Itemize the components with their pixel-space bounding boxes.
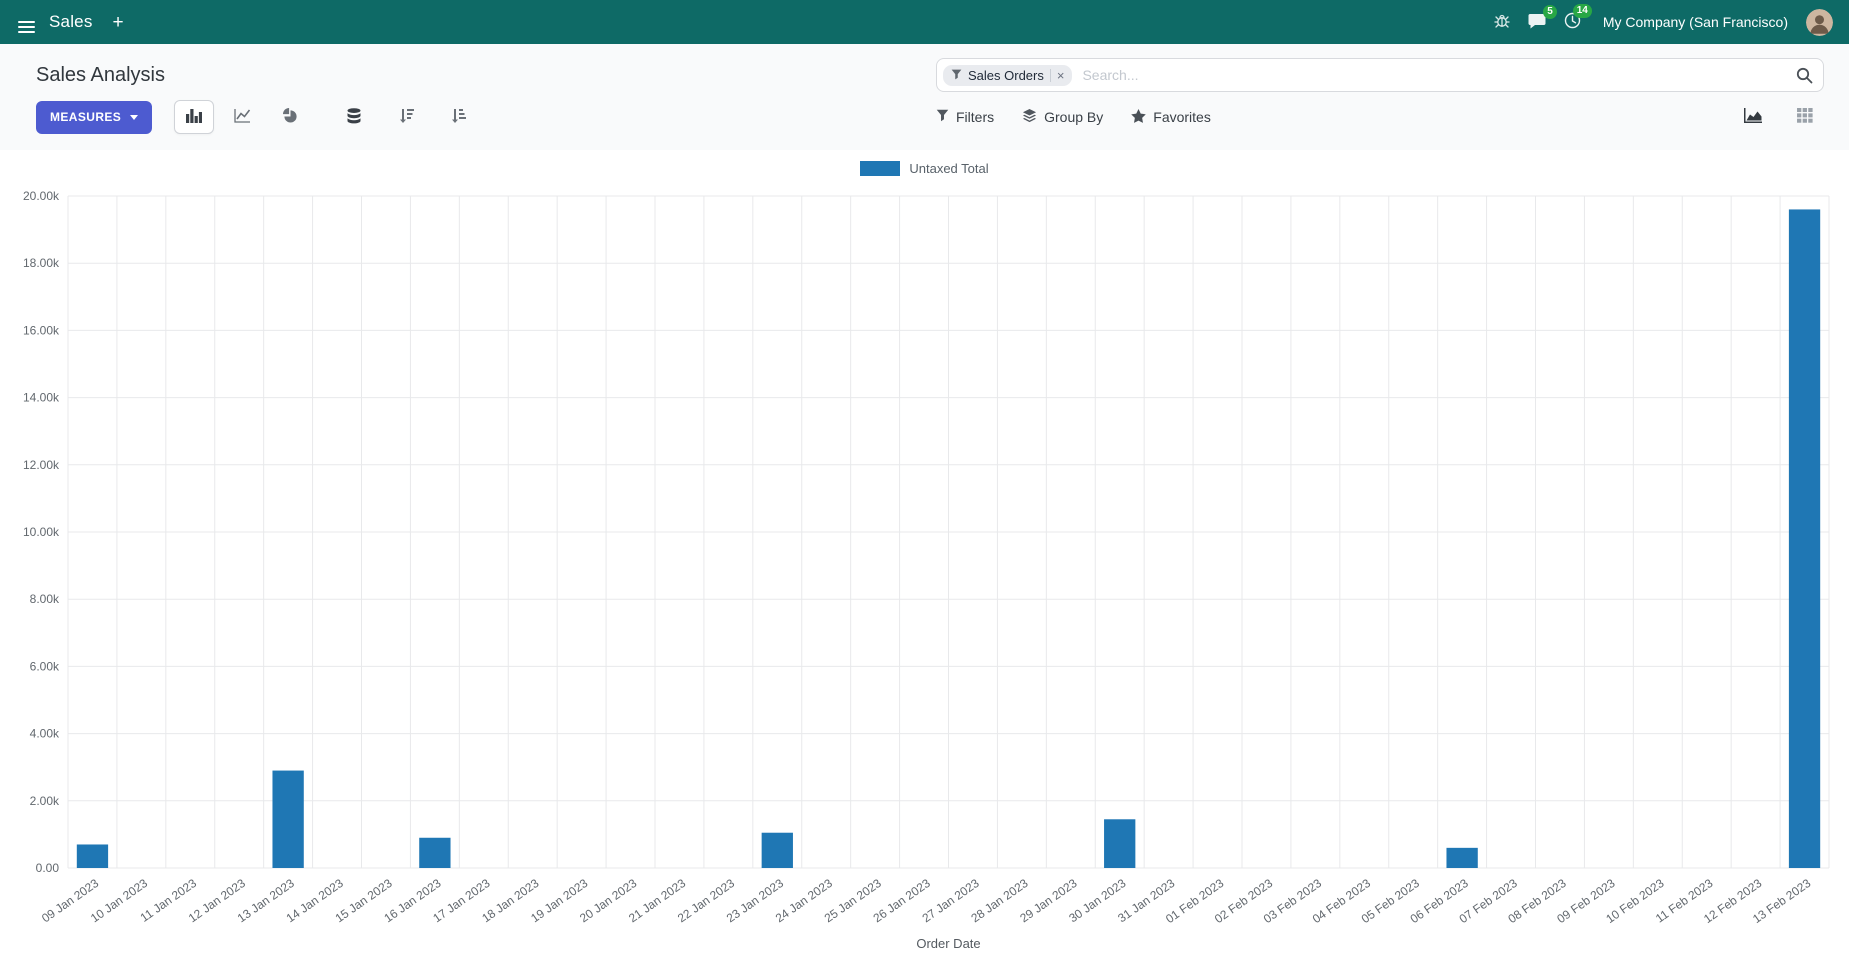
chart-type-switcher [174,100,310,134]
chart-options-group [334,100,478,134]
y-tick-label: 2.00k [30,794,60,808]
apps-menu-button[interactable] [18,11,35,33]
page-title: Sales Analysis [36,63,165,86]
measures-label: MEASURES [50,110,122,124]
filters-button[interactable]: Filters [936,109,994,125]
chart-bar[interactable] [76,844,109,868]
y-tick-label: 16.00k [23,323,60,337]
y-tick-label: 20.00k [23,189,60,203]
y-tick-label: 4.00k [30,727,60,741]
pie-chart-view-button[interactable] [270,100,310,134]
bug-icon [1494,13,1510,32]
search-input[interactable] [1080,66,1788,84]
chart-bar[interactable] [1446,847,1478,868]
y-tick-label: 0.00 [36,861,60,875]
line-chart-view-button[interactable] [222,100,262,134]
chart-area: Untaxed Total 0.00 2.00k 4.00k 6.00k 8.00k 10… [0,150,1849,958]
sort-desc-button[interactable] [386,100,426,134]
y-tick-label: 10.00k [23,525,60,539]
plus-icon[interactable]: + [112,11,124,33]
facet-divider [1049,68,1051,82]
search-facet-label: Sales Orders [968,67,1044,83]
sort-asc-button[interactable] [438,100,478,134]
search-options-row: Filters Group By [936,100,1824,134]
search-option-buttons: Filters Group By [936,108,1211,126]
navbar-systray: 5 14 My Company (San Francisco) [1494,4,1833,36]
search-facet[interactable]: Sales Orders × [943,64,1073,86]
activities-badge: 14 [1572,4,1592,18]
facet-remove-icon[interactable]: × [1056,67,1065,83]
area-chart-icon [1744,108,1762,126]
pie-chart-icon [282,108,298,126]
top-navbar: Sales + 5 [0,0,1849,44]
y-tick-label: 8.00k [30,592,60,606]
clock-icon [1564,12,1581,32]
breadcrumb-row: Sales Analysis Sales Orders × [0,44,1849,96]
user-avatar[interactable] [1806,8,1833,36]
chart-bar[interactable] [272,770,304,868]
caret-down-icon [130,114,139,120]
pivot-grid-icon [1797,108,1813,126]
group-by-button[interactable]: Group By [1022,108,1103,126]
view-switcher [1734,100,1824,134]
pivot-view-button[interactable] [1786,100,1824,134]
bar-chart-view-button[interactable] [174,100,215,134]
stacked-toggle-button[interactable] [334,100,374,134]
toolbar-row: MEASURES [0,96,1849,150]
sort-descending-icon [398,108,415,126]
person-icon [1806,8,1833,36]
layers-icon [1022,108,1037,126]
bar-chart: 0.00 2.00k 4.00k 6.00k 8.00k 10.00k 12.00k 14.0… [23,189,1830,951]
filters-label: Filters [956,109,995,125]
legend-label: Untaxed Total [909,160,989,176]
chart-legend[interactable]: Untaxed Total [0,154,1849,182]
group-by-label: Group By [1044,109,1104,125]
search-bar[interactable]: Sales Orders × [936,58,1824,92]
chat-icon [1528,13,1546,32]
filter-icon [936,109,949,125]
hamburger-icon [18,21,35,33]
app-name[interactable]: Sales [49,12,93,31]
stacked-icon [347,107,361,127]
control-panel: Sales Analysis Sales Orders × MEASURES [0,44,1849,150]
favorites-button[interactable]: Favorites [1131,108,1211,126]
y-tick-label: 6.00k [30,659,60,673]
bar-chart-icon [186,108,203,126]
y-tick-label: 14.00k [23,391,60,405]
x-axis-title: Order Date [916,936,980,951]
messages-badge: 5 [1543,4,1557,19]
chart-bar[interactable] [419,837,451,868]
favorites-label: Favorites [1153,109,1211,125]
y-tick-label: 12.00k [23,458,60,472]
messages-button[interactable]: 5 [1528,4,1557,32]
filter-facet-icon [951,68,962,83]
chart-bar[interactable] [761,832,793,868]
chart-bar[interactable] [1788,209,1821,868]
activities-button[interactable]: 14 [1564,4,1592,32]
y-tick-label: 18.00k [23,256,60,270]
measures-button[interactable]: MEASURES [36,100,153,134]
star-icon [1131,108,1147,126]
debug-button[interactable] [1494,13,1510,32]
company-switcher[interactable]: My Company (San Francisco) [1602,14,1788,30]
graph-view-button[interactable] [1734,100,1772,134]
line-chart-icon [234,108,251,126]
legend-swatch [860,160,901,176]
sort-ascending-icon [450,108,467,126]
search-icon[interactable] [1796,67,1813,84]
chart-bar[interactable] [1104,819,1136,868]
